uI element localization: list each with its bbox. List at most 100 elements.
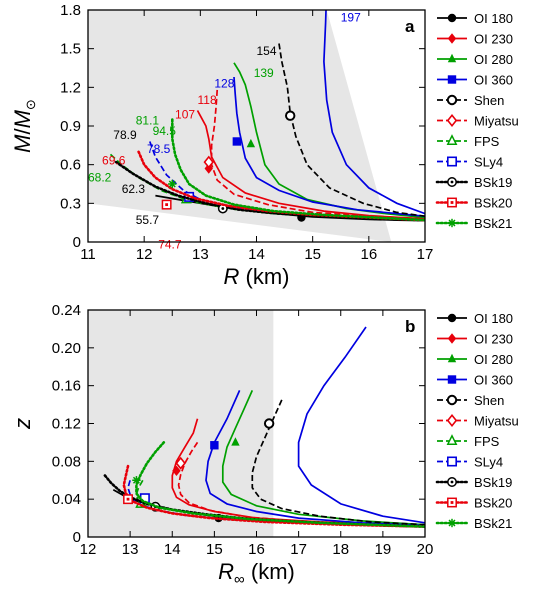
legend-label: Miyatsu [474, 414, 519, 429]
x-tick-label: 17 [417, 246, 434, 263]
legend-marker [446, 114, 458, 127]
legend-label: BSk21 [474, 516, 512, 531]
legend-label: OI 230 [474, 32, 513, 47]
legend-marker [446, 456, 457, 467]
annotation-label: 118 [198, 93, 217, 107]
series-line-oi-360-upper [323, 10, 425, 215]
series-marker-oi-230 [172, 465, 181, 476]
legend-label: Miyatsu [474, 114, 519, 129]
legend: OI 180 OI 230 OI 280 OI 360 Shen Miyatsu FPS SL… [435, 311, 519, 531]
y-tick-label: 1.2 [60, 79, 81, 96]
asterisk-stroke [132, 476, 140, 484]
x-tick-label: 12 [136, 246, 153, 263]
legend-label: Shen [474, 93, 504, 108]
legend-marker [447, 218, 457, 228]
legend-marker [447, 353, 457, 363]
legend-marker [447, 497, 457, 508]
annotation-label: 62.3 [122, 182, 146, 196]
legend-marker [446, 394, 458, 406]
annotation-label: 74.7 [158, 237, 182, 251]
marker-dot [450, 180, 454, 184]
legend-marker [447, 333, 457, 344]
legend: OI 180 OI 230 OI 280 OI 360 Shen Miyatsu FPS SL… [435, 11, 519, 231]
panel-label: a [405, 17, 415, 36]
x-axis-label: R (km) [224, 264, 290, 289]
series-line-shen [251, 399, 425, 526]
legend-item: OI 230 [437, 332, 513, 347]
legend-item: BSk20 [435, 196, 512, 211]
x-tick-label: 16 [248, 541, 265, 558]
x-axis-label-unit: (km) [245, 559, 295, 584]
legend-item: BSk21 [435, 516, 512, 531]
series-line-bsk21 [171, 118, 425, 222]
y-tick-label: 0.6 [60, 157, 81, 174]
series-line-oi-280 [221, 390, 425, 526]
y-tick-label: 1.5 [60, 41, 81, 58]
y-tick-label: 0.12 [52, 416, 81, 433]
legend-item: OI 180 [437, 11, 513, 26]
curves [109, 10, 425, 222]
annotation-label: 55.7 [136, 213, 160, 227]
legend-label: SLy4 [474, 155, 503, 170]
asterisk-stroke [448, 519, 456, 527]
annotation-label: 197 [341, 11, 361, 25]
x-tick-label: 13 [122, 541, 139, 558]
legend-label: SLy4 [474, 455, 503, 470]
y-tick-label: 0 [73, 234, 81, 251]
series-line-oi-360 [205, 390, 425, 527]
series-marker-shen [263, 418, 275, 429]
legend-marker [447, 313, 457, 323]
marker-dot [450, 480, 454, 484]
legend-item: BSk21 [435, 216, 512, 231]
y-tick-label: 1.8 [60, 2, 81, 19]
legend-marker [446, 94, 458, 106]
x-axis-label-unit: (km) [239, 264, 289, 289]
series-line-oi-360 [233, 76, 425, 218]
marker-dot [450, 501, 454, 504]
legend-marker [447, 197, 457, 208]
legend-item: Shen [437, 393, 504, 408]
series-line-miyatsu [210, 89, 425, 220]
series-line-oi-230 [196, 110, 425, 220]
legend-item: Miyatsu [437, 414, 519, 429]
legend-item: OI 360 [437, 373, 513, 388]
y-tick-label: 0.9 [60, 118, 81, 135]
legend-label: FPS [474, 434, 500, 449]
series-marker-shen [285, 110, 296, 121]
y-axis-label: z [10, 418, 35, 430]
legend-item: OI 230 [437, 32, 513, 47]
y-tick-label: 0.08 [52, 453, 81, 470]
marker-dot [165, 203, 169, 207]
legend-label: BSk20 [474, 496, 512, 511]
series-marker-oi-280 [246, 138, 256, 148]
legend-marker [446, 134, 458, 145]
x-axis-label-main: R [218, 559, 234, 584]
y-tick-label: 0 [73, 529, 81, 546]
legend-marker [447, 477, 457, 487]
y-axis-label-sub: M [10, 109, 35, 128]
legend-item: BSk19 [435, 175, 512, 190]
series-marker-bsk20 [161, 199, 172, 210]
annotation-label: 78.5 [147, 142, 171, 156]
series-marker-bsk20 [123, 494, 133, 505]
annotation-label: 69.6 [102, 154, 126, 168]
x-axis-label-main: R [224, 264, 240, 289]
series-marker-oi-360 [232, 137, 242, 146]
annotation-label: 68.2 [88, 170, 112, 184]
legend-item: SLy4 [437, 155, 503, 170]
curves [103, 326, 425, 528]
x-tick-label: 15 [304, 246, 321, 263]
panel-b: 12 13 14 15 16 17 18 19 20 0 0.04 0.08 0.12 0.16 0.20 0… [10, 302, 519, 588]
annotation-label: 94.5 [153, 124, 177, 138]
x-tick-label: 14 [164, 541, 181, 558]
y-tick-label: 0.20 [52, 340, 81, 357]
legend-label: OI 360 [474, 73, 513, 88]
x-tick-label: 14 [248, 246, 265, 263]
annotation-label: 78.9 [113, 128, 137, 142]
series-line-bsk21 [135, 441, 425, 528]
legend-marker [447, 33, 457, 44]
legend-marker [447, 375, 457, 384]
series-marker-miyatsu [203, 155, 214, 169]
legend-marker [447, 13, 457, 23]
